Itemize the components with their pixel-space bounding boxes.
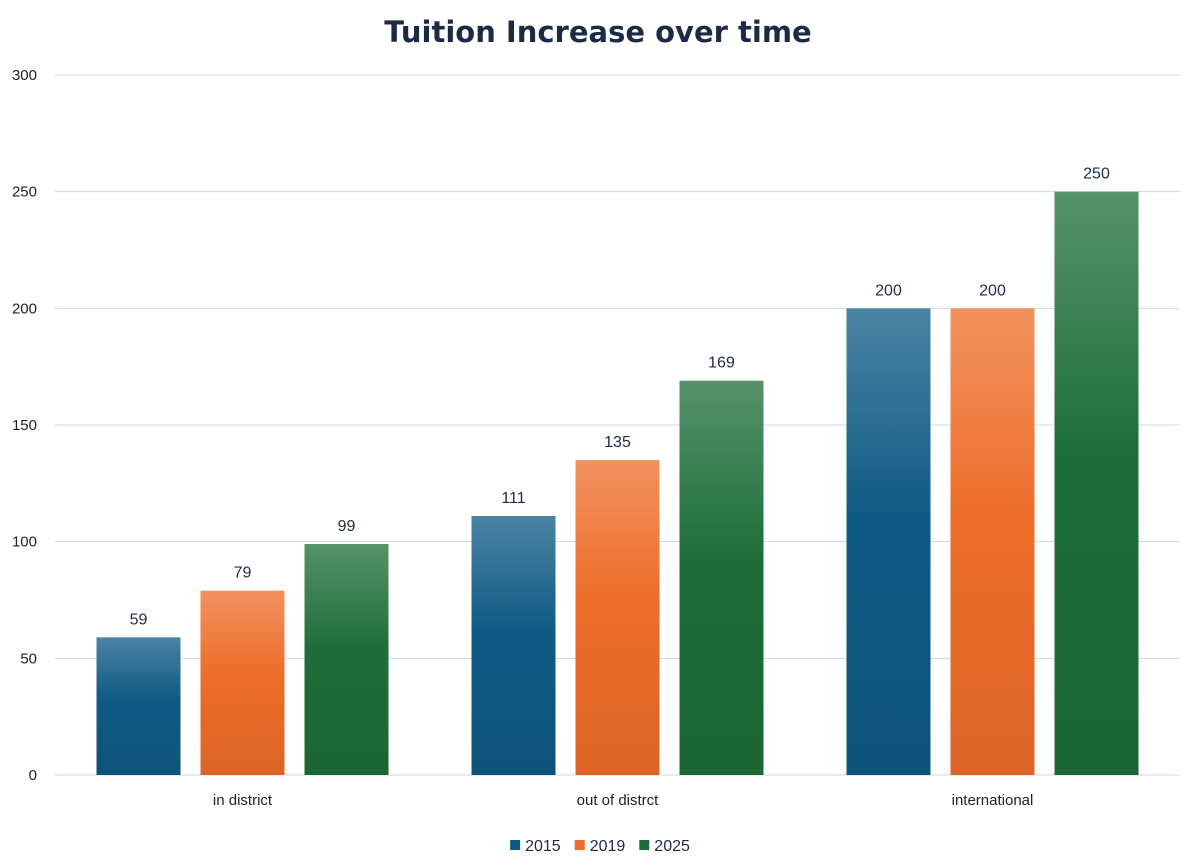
y-tick-label-50: 50 <box>20 650 37 667</box>
x-axis-tick-labels: in district out of distrct international <box>213 792 1033 809</box>
legend-swatch-2015 <box>510 840 521 850</box>
x-tick-label-international: international <box>952 792 1034 809</box>
y-tick-label-200: 200 <box>12 300 37 317</box>
y-tick-label-300: 300 <box>12 67 37 84</box>
bar-international-2025 <box>1054 191 1139 775</box>
bar-out-of-distrct-2019 <box>575 460 660 775</box>
data-label-international-2015: 200 <box>875 282 902 299</box>
data-label-in-district-2025: 99 <box>338 518 356 535</box>
bar-in-district-2015 <box>96 637 181 775</box>
bar-in-district-2019 <box>200 590 285 775</box>
x-tick-label-in-district: in district <box>213 792 273 809</box>
data-label-out-of-distrct-2015: 111 <box>501 490 525 507</box>
chart-title: Tuition Increase over time <box>384 15 811 49</box>
legend: 2015 2019 2025 <box>510 838 690 855</box>
legend-swatch-2025 <box>639 840 650 850</box>
data-label-international-2019: 200 <box>979 282 1006 299</box>
bar-out-of-distrct-2025 <box>679 380 764 775</box>
x-tick-label-out-of-distrct: out of distrct <box>577 792 660 809</box>
bar-in-district-2025 <box>304 544 389 775</box>
legend-label-2025: 2025 <box>654 838 690 855</box>
bars <box>96 191 1139 775</box>
data-label-out-of-distrct-2019: 135 <box>604 434 631 451</box>
y-tick-label-250: 250 <box>12 184 37 201</box>
data-label-international-2025: 250 <box>1083 166 1110 183</box>
bar-international-2015 <box>846 308 931 775</box>
bar-out-of-distrct-2015 <box>471 516 556 775</box>
y-tick-label-100: 100 <box>12 534 37 551</box>
legend-label-2019: 2019 <box>590 838 626 855</box>
data-label-in-district-2015: 59 <box>130 611 148 628</box>
y-axis-tick-labels: 0 50 100 150 200 250 300 <box>12 67 37 784</box>
y-tick-label-150: 150 <box>12 417 37 434</box>
legend-swatch-2019 <box>574 840 585 850</box>
y-tick-label-0: 0 <box>29 767 37 784</box>
legend-label-2015: 2015 <box>525 838 561 855</box>
data-label-out-of-distrct-2025: 169 <box>708 355 735 372</box>
bar-international-2019 <box>950 308 1035 775</box>
data-labels: 59 79 99 111 135 169 200 200 250 <box>130 166 1110 629</box>
data-label-in-district-2019: 79 <box>234 565 252 582</box>
